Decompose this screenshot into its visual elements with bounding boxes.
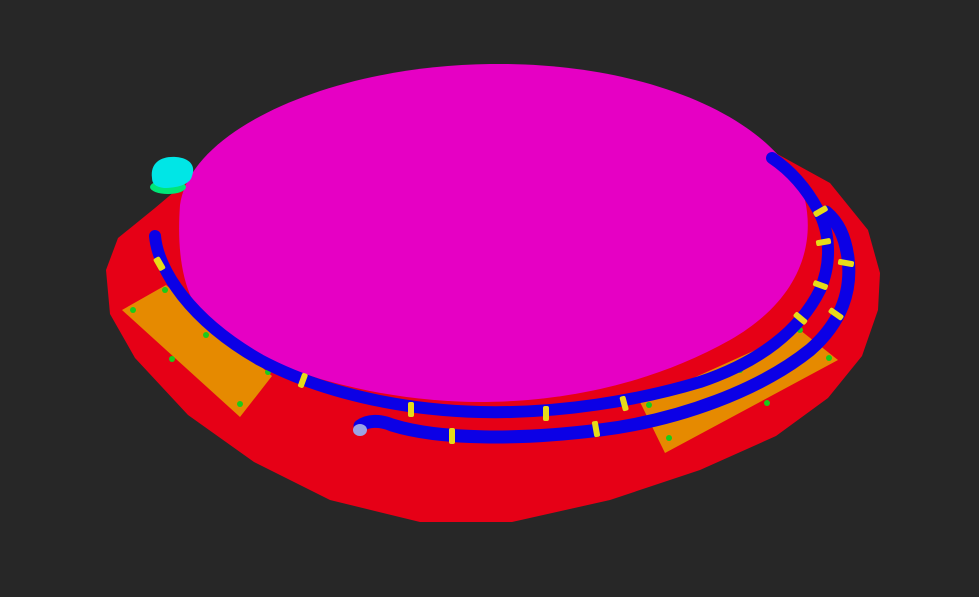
valve bbox=[150, 156, 194, 194]
valve-body bbox=[151, 156, 194, 188]
dome bbox=[179, 63, 808, 402]
pipe-clamp bbox=[828, 307, 844, 321]
pipe-clamp bbox=[837, 258, 855, 268]
pipe-end-cap bbox=[353, 424, 367, 436]
pipe-inner bbox=[149, 152, 834, 419]
pipe-clamp bbox=[813, 205, 828, 217]
pad-stud bbox=[764, 400, 770, 406]
pad-stud bbox=[203, 332, 209, 338]
pipe-clamp bbox=[793, 312, 808, 325]
pad-stud bbox=[826, 355, 832, 361]
pad-stud bbox=[666, 435, 672, 441]
pad-stud bbox=[646, 402, 652, 408]
pipe-clamp bbox=[408, 402, 414, 417]
pipe-clamps bbox=[153, 205, 855, 444]
pad-stud bbox=[237, 401, 243, 407]
pad-stud bbox=[169, 356, 175, 362]
pipe-clamp bbox=[812, 280, 828, 290]
pipe-clamp bbox=[153, 256, 166, 271]
pad-stud bbox=[130, 307, 136, 313]
pipe-clamp bbox=[449, 428, 455, 444]
pipe-clamp bbox=[815, 238, 832, 247]
pipe-clamp bbox=[619, 395, 629, 412]
pad-stud bbox=[162, 287, 168, 293]
pipe-clamp bbox=[591, 420, 601, 438]
pipe-clamp bbox=[543, 406, 549, 421]
pipe-clamp bbox=[298, 372, 308, 388]
pad-left bbox=[122, 285, 272, 417]
